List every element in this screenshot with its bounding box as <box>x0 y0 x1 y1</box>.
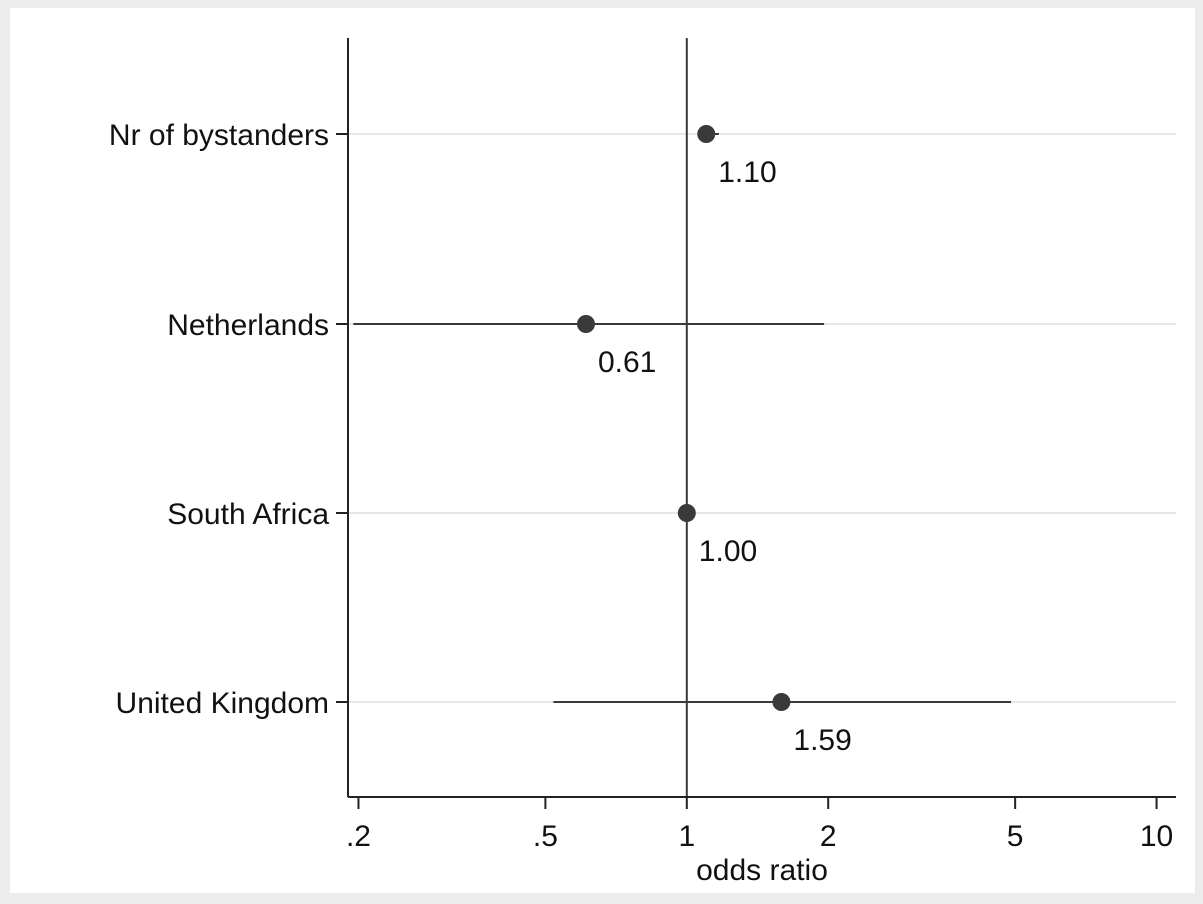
point-marker <box>772 693 791 711</box>
value-label: 1.00 <box>699 535 757 568</box>
y-tick-label: Netherlands <box>167 309 329 342</box>
x-tick-label: 10 <box>1140 820 1173 853</box>
plot-region <box>10 8 1195 893</box>
y-axis-ticks: Nr of bystanders Netherlands South Africa U… <box>109 119 348 720</box>
x-axis-ticks: .2 .5 1 2 5 10 <box>346 797 1173 853</box>
y-tick-label: South Africa <box>167 498 329 531</box>
value-labels: 1.10 0.61 1.00 1.59 <box>598 156 852 757</box>
x-tick-label: 1 <box>678 820 695 853</box>
x-tick-label: 2 <box>820 820 837 853</box>
point-markers <box>576 125 791 711</box>
y-tick-label: United Kingdom <box>116 687 329 720</box>
point-marker <box>677 504 696 522</box>
value-label: 0.61 <box>598 346 656 379</box>
y-tick-label: Nr of bystanders <box>109 119 329 152</box>
point-marker <box>576 315 595 333</box>
x-tick-label: .5 <box>533 820 558 853</box>
x-axis-title: odds ratio <box>696 854 828 887</box>
point-marker <box>697 125 716 143</box>
x-tick-label: 5 <box>1007 820 1024 853</box>
value-label: 1.59 <box>793 724 851 757</box>
x-tick-label: .2 <box>346 820 371 853</box>
value-label: 1.10 <box>718 156 776 189</box>
